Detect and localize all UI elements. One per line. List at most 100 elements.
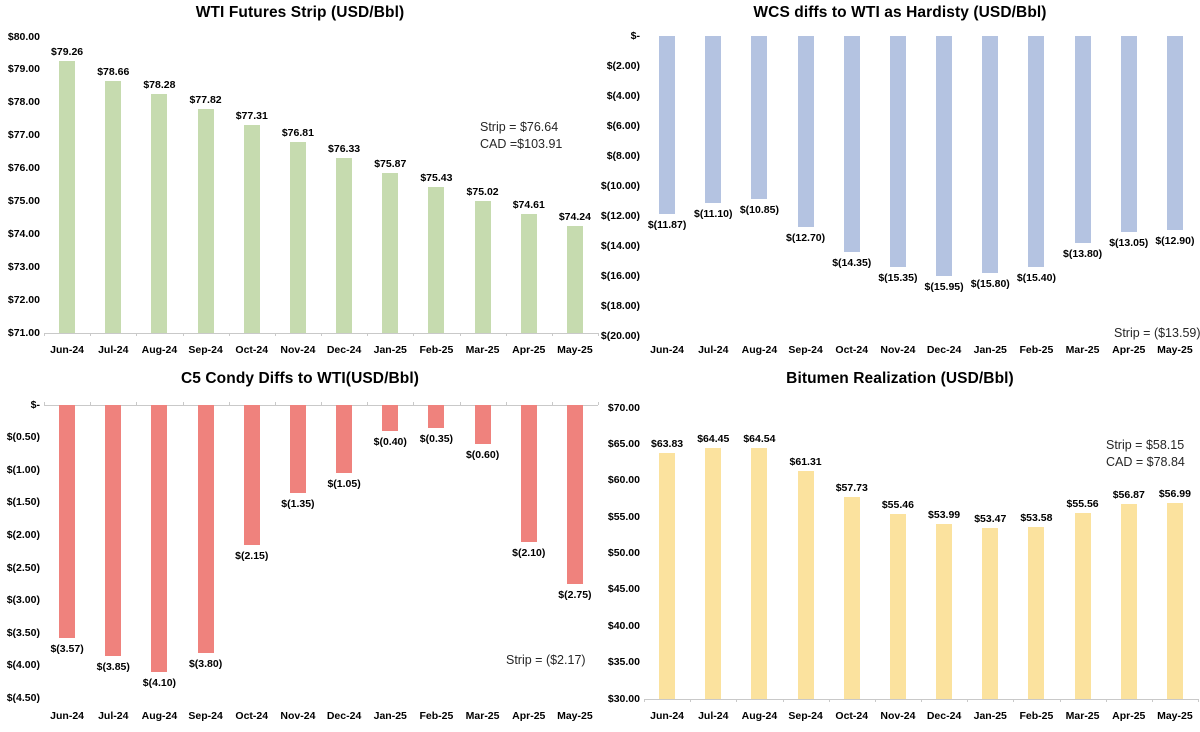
- x-axis-label: Feb-25: [1019, 344, 1054, 356]
- y-axis-tick-label: $50.00: [607, 547, 640, 559]
- bar-value-label: $(0.35): [419, 432, 454, 445]
- chart-wcs-diffs: $- $(2.00) $(4.00) $(6.00) $(8.00) $(10.00) $(…: [600, 0, 1200, 366]
- axis-tick-mark: [690, 699, 692, 702]
- bar-value-label: $(2.75): [558, 589, 592, 602]
- bar-dec-24: [336, 405, 353, 474]
- chart-wti-futures-strip: $80.00 $79.00 $78.00 $77.00 $76.00 $75.00 $74.…: [0, 0, 600, 366]
- bar-value-label: $(3.85): [96, 661, 130, 674]
- y-axis-tick-label: $(2.00): [606, 59, 640, 72]
- axis-tick-mark: [413, 402, 415, 405]
- x-axis-label: May-25: [1157, 710, 1193, 722]
- annotation-line: CAD = $78.84: [1106, 455, 1185, 469]
- bar-value-label: $53.99: [928, 509, 961, 522]
- x-axis-label: Dec-24: [326, 344, 362, 356]
- bar-value-label: $61.31: [789, 456, 822, 469]
- annotation-line: Strip = ($13.59): [1114, 326, 1200, 340]
- bar-may-25: [566, 226, 583, 333]
- y-axis-tick-label: $(12.00): [600, 209, 640, 222]
- bar-dec-24: [936, 36, 953, 276]
- bar-value-label: $(0.40): [373, 436, 407, 449]
- bar-value-label: $(14.35): [832, 256, 872, 269]
- bar-value-label: $(4.10): [142, 677, 177, 690]
- x-axis-label: Aug-24: [741, 710, 778, 722]
- x-axis-label: Sep-24: [788, 344, 823, 356]
- bar-oct-24: [843, 497, 860, 699]
- bar-value-label: $74.61: [512, 199, 545, 212]
- bar-value-label: $75.02: [466, 185, 499, 198]
- x-axis-label: Nov-24: [880, 710, 916, 722]
- bar-dec-24: [936, 524, 953, 699]
- bar-feb-25: [428, 405, 445, 428]
- x-axis-label: Mar-25: [1065, 344, 1100, 356]
- bar-may-25: [1166, 502, 1183, 699]
- bar-sep-24: [797, 471, 814, 699]
- x-axis-label: Mar-25: [465, 710, 500, 722]
- axis-tick-mark: [644, 699, 645, 702]
- bar-value-label: $(3.57): [50, 642, 84, 655]
- bar-dec-24: [336, 157, 353, 333]
- x-axis-label: Sep-24: [788, 710, 823, 722]
- bar-apr-25: [520, 214, 537, 333]
- annotation-line: Strip = $58.15: [1106, 438, 1185, 452]
- bar-apr-25: [1120, 36, 1137, 233]
- plot-area-wti: $80.00 $79.00 $78.00 $77.00 $76.00 $75.00 $74.…: [0, 0, 600, 366]
- bar-aug-24: [751, 447, 768, 699]
- bar-aug-24: [151, 93, 168, 333]
- bar-aug-24: [751, 36, 768, 200]
- bar-nov-24: [889, 36, 906, 267]
- y-axis-tick-label: $-: [630, 29, 640, 42]
- y-axis-tick-label: $80.00: [7, 30, 40, 43]
- y-axis-tick-label: $(4.00): [606, 89, 640, 102]
- x-axis-label: Jun-24: [650, 710, 684, 722]
- y-axis-tick-label: $(0.50): [6, 431, 40, 444]
- bar-value-label: $56.99: [1158, 487, 1191, 500]
- bar-sep-24: [797, 36, 814, 227]
- axis-tick-mark: [1151, 699, 1153, 702]
- axis-tick-mark: [413, 333, 415, 336]
- bar-value-label: $64.45: [697, 433, 730, 446]
- bar-value-label: $74.24: [558, 211, 591, 224]
- x-axis-label: Jan-25: [373, 344, 407, 356]
- x-axis-label: Oct-24: [235, 344, 269, 356]
- bar-may-25: [566, 405, 583, 585]
- x-axis-label: Jul-24: [98, 344, 129, 356]
- x-axis-label: Mar-25: [1065, 710, 1100, 722]
- x-axis-label: Sep-24: [188, 344, 223, 356]
- x-axis-label: Apr-25: [1112, 710, 1146, 722]
- y-axis-tick-label: $72.00: [7, 293, 40, 306]
- y-axis-tick-label: $(6.00): [606, 119, 640, 132]
- y-axis-tick-label: $55.00: [607, 510, 640, 523]
- axis-tick-mark: [136, 402, 138, 405]
- bar-value-label: $79.26: [51, 46, 84, 59]
- chart-title-bitumen: Bitumen Realization (USD/Bbl): [786, 370, 1014, 387]
- axis-tick-mark: [921, 699, 922, 702]
- y-axis-tick-label: $(4.00): [6, 659, 40, 672]
- bar-value-label: $55.56: [1066, 498, 1099, 511]
- x-axis-label: Aug-24: [741, 344, 778, 356]
- bar-apr-25: [1120, 503, 1137, 699]
- axis-tick-mark: [90, 402, 92, 405]
- bar-jun-24: [59, 405, 76, 638]
- x-axis-label: May-25: [557, 344, 593, 356]
- y-axis-tick-label: $71.00: [7, 326, 40, 339]
- bar-jul-24: [705, 448, 722, 699]
- y-axis-tick-label: $(3.00): [6, 594, 40, 607]
- chart-title-wcs: WCS diffs to WTI as Hardisty (USD/Bbl): [753, 4, 1047, 21]
- y-axis-tick-label: $77.00: [7, 129, 40, 142]
- bar-value-label: $77.31: [235, 110, 268, 123]
- y-axis-tick-label: $76.00: [7, 162, 40, 175]
- bar-value-label: $(10.85): [739, 204, 779, 217]
- bar-value-label: $(12.90): [1155, 234, 1195, 247]
- x-axis-label: Apr-25: [1112, 344, 1146, 356]
- bar-value-label: $53.58: [1020, 512, 1053, 525]
- axis-tick-mark: [505, 402, 507, 405]
- bar-value-label: $64.54: [743, 432, 776, 445]
- bar-oct-24: [843, 36, 860, 252]
- bar-mar-25: [1074, 36, 1091, 244]
- bar-jun-24: [659, 36, 676, 215]
- plot-area-bitumen: $70.00 $65.00 $60.00 $55.00 $50.00 $45.00 $40.…: [600, 366, 1200, 732]
- x-axis-label: Nov-24: [280, 710, 316, 722]
- strip-annotation-wcs: Strip = ($13.59): [1114, 325, 1200, 342]
- x-axis-label: Dec-24: [326, 710, 362, 722]
- y-axis-tick-label: $70.00: [607, 401, 640, 414]
